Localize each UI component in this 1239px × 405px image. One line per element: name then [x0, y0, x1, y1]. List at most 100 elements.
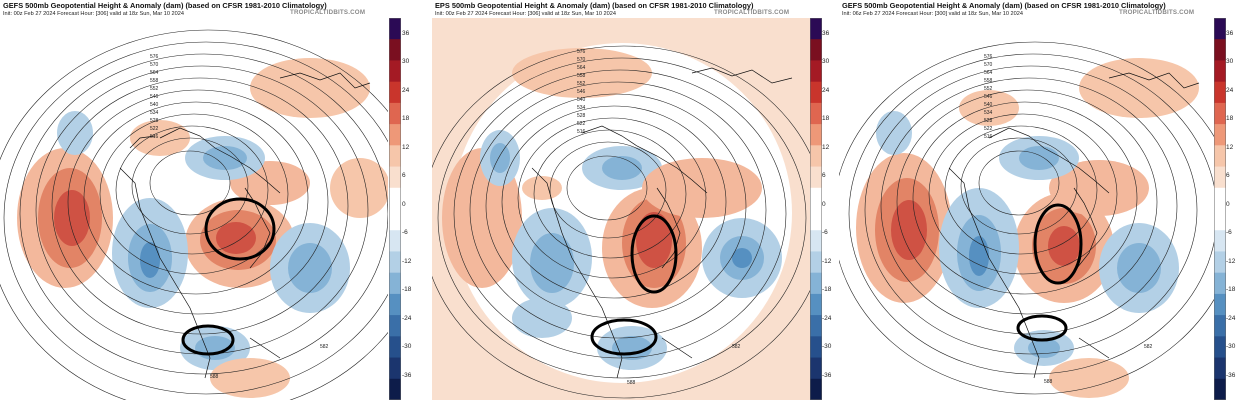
colorbar-1: [389, 18, 401, 401]
contour-label: 588: [210, 374, 219, 380]
annotation-circle-northeast: [1033, 203, 1083, 285]
annotation-circle-northeast: [204, 197, 276, 261]
colorbar-tick: 18: [822, 115, 830, 122]
colorbar-swatch: [389, 18, 401, 40]
contour-label: 522: [984, 126, 993, 132]
contour-label: 552: [577, 81, 586, 87]
brand-watermark: TROPICALTIDBITS.COM: [290, 9, 366, 16]
contour-label: 540: [984, 102, 993, 108]
colorbar-tick: -30: [822, 343, 832, 350]
colorbar-swatch: [389, 378, 401, 401]
panel-title: EPS 500mb Geopotential Height & Anomaly …: [435, 1, 754, 10]
colorbar-swatch: [389, 272, 401, 295]
panel-title: GEFS 500mb Geopotential Height & Anomaly…: [842, 1, 1166, 10]
colorbar-tick: 18: [402, 115, 410, 122]
colorbar-tick: -12: [822, 258, 832, 265]
contour-label: 522: [577, 121, 586, 127]
colorbar-swatch: [810, 124, 822, 146]
colorbar-tick: 24: [1226, 87, 1234, 94]
colorbar-swatch: [389, 251, 401, 274]
colorbar-tick: -12: [1226, 258, 1236, 265]
colorbar-swatch: [1214, 102, 1226, 125]
colorbar-tick: -18: [402, 286, 412, 293]
contour-label: 558: [984, 78, 993, 84]
map-panel-eps-00z: EPS 500mb Geopotential Height & Anomaly …: [432, 0, 832, 400]
colorbar-swatch: [810, 81, 822, 104]
colorbar-tick: -24: [1226, 315, 1236, 322]
panel-subtitle: Init: 00z Feb 27 2024 Forecast Hour: [30…: [3, 11, 184, 17]
contour-label: 534: [577, 105, 586, 111]
colorbar-swatch: [810, 293, 822, 316]
contour-label: 534: [150, 110, 159, 116]
contour-label: 564: [984, 70, 993, 76]
colorbar-swatch: [389, 230, 401, 252]
colorbar-tick: 12: [1226, 144, 1234, 151]
colorbar-swatch: [810, 39, 822, 61]
colorbar-swatch: [1214, 378, 1226, 401]
colorbar-swatch: [1214, 251, 1226, 274]
brand-watermark: TROPICALTIDBITS.COM: [714, 9, 790, 16]
contour-label: 522: [150, 126, 159, 132]
contour-label: 588: [1044, 379, 1053, 385]
colorbar-swatch: [810, 251, 822, 274]
colorbar-tick: 30: [822, 58, 830, 65]
colorbar-swatch: [1214, 124, 1226, 146]
colorbar-swatch: [1214, 336, 1226, 359]
height-contours: [432, 45, 810, 399]
colorbar-tick: 6: [402, 172, 406, 179]
colorbar-tick: 0: [1226, 201, 1230, 208]
colorbar-tick: 6: [1226, 172, 1230, 179]
brand-watermark: TROPICALTIDBITS.COM: [1119, 9, 1195, 16]
contour-label: 570: [984, 62, 993, 68]
contour-label: 546: [150, 94, 159, 100]
colorbar-tick: 36: [822, 30, 830, 37]
height-contours: [0, 29, 388, 400]
contour-label: 540: [150, 102, 159, 108]
anomaly-shading: [442, 43, 792, 383]
contour-label: 570: [577, 57, 586, 63]
contour-label: 582: [320, 344, 329, 350]
colorbar-swatch: [810, 230, 822, 252]
colorbar-tick: -36: [402, 372, 412, 379]
anomaly-map: 576 570 564 558 552 546 540 534 528 522 …: [0, 18, 388, 400]
colorbar-swatch: [810, 336, 822, 359]
contour-label: 564: [150, 70, 159, 76]
colorbar-swatch: [810, 18, 822, 40]
contour-label: 528: [577, 113, 586, 119]
panel-subtitle: Init: 00z Feb 27 2024 Forecast Hour: [30…: [435, 11, 616, 17]
contour-label: 582: [1144, 344, 1153, 350]
coastlines: [119, 72, 371, 379]
colorbar-tick: -30: [1226, 343, 1236, 350]
colorbar-tick: 18: [1226, 115, 1234, 122]
colorbar-graphic: [810, 18, 822, 401]
colorbar-tick: 24: [822, 87, 830, 94]
colorbar-swatch: [810, 315, 822, 337]
colorbar-tick: -24: [402, 315, 412, 322]
coastlines: [531, 67, 793, 379]
colorbar-swatch: [1214, 60, 1226, 83]
colorbar-swatch: [389, 293, 401, 316]
colorbar-swatch: [1214, 209, 1226, 231]
colorbar-tick: -18: [1226, 286, 1236, 293]
contour-label: 552: [984, 86, 993, 92]
contour-label: 516: [150, 134, 159, 140]
colorbar-swatch: [389, 209, 401, 231]
colorbar-tick: 30: [1226, 58, 1234, 65]
colorbar-swatch: [810, 60, 822, 83]
colorbar-swatch: [1214, 187, 1226, 210]
colorbar-swatch: [389, 124, 401, 146]
colorbar-swatch: [1214, 39, 1226, 61]
contour-label: 546: [984, 94, 993, 100]
contour-label: 588: [627, 380, 636, 386]
annotation-circle-southeast: [590, 318, 658, 356]
colorbar-tick: -12: [402, 258, 412, 265]
colorbar-swatch: [389, 336, 401, 359]
colorbar-tick: -18: [822, 286, 832, 293]
panel-subtitle: Init: 06z Feb 27 2024 Forecast Hour: [30…: [842, 11, 1023, 17]
colorbar-swatch: [1214, 293, 1226, 316]
colorbar-tick: 30: [402, 58, 410, 65]
colorbar-tick: 24: [402, 87, 410, 94]
colorbar-graphic: [389, 18, 401, 401]
contour-label: 516: [577, 129, 586, 135]
annotation-circle-northeast: [630, 214, 678, 294]
